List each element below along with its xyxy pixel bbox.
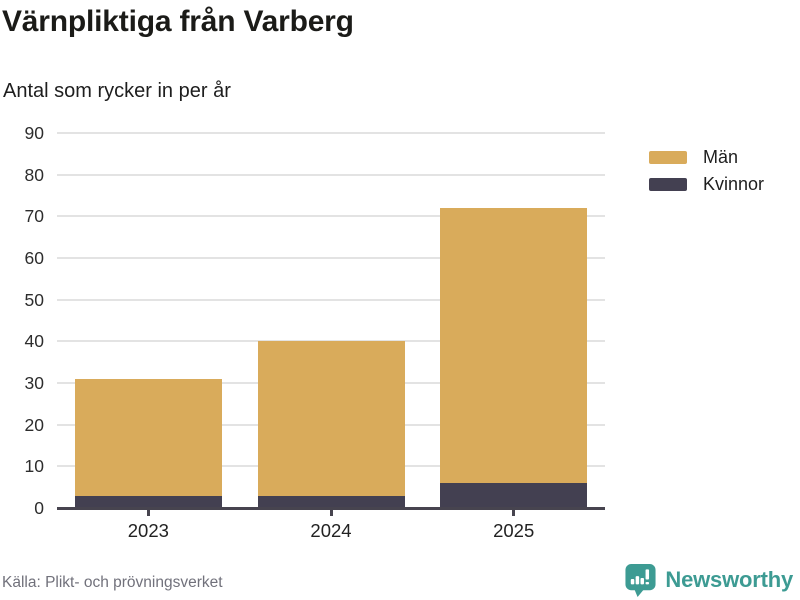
- y-tick-label: 60: [24, 248, 44, 268]
- bar-2024-män: [257, 341, 405, 496]
- bar-2025-män: [440, 208, 588, 483]
- gridline-80: [57, 173, 605, 176]
- y-tick-label: 70: [24, 206, 44, 227]
- legend-swatch: [649, 151, 687, 164]
- legend-label: Män: [703, 147, 739, 167]
- bar-2024-kvinnor: [257, 495, 405, 508]
- x-tick-2024: [329, 509, 333, 516]
- gridline-90: [57, 132, 605, 134]
- x-tick-2023: [146, 509, 150, 516]
- y-tick-label: 50: [24, 289, 44, 310]
- legend-label: Kvinnor: [703, 174, 765, 194]
- y-tick-label: 90: [24, 123, 44, 143]
- x-axis-line: [57, 507, 605, 510]
- gridline-60: [57, 257, 605, 259]
- legend: Män Kvinnor: [649, 148, 764, 194]
- bar-2023-män: [74, 378, 222, 496]
- x-tick-label: 2024: [310, 520, 352, 541]
- y-tick-label: 10: [24, 456, 44, 477]
- chart-title: Värnpliktiga från Varberg: [2, 5, 354, 38]
- plot-area: 0 10 20 30 40 50 60 70 80 90 2023 2024 2025: [25, 123, 605, 541]
- legend-swatch: [649, 178, 687, 191]
- gridline-40: [57, 340, 605, 343]
- bar-2025-kvinnor: [440, 483, 588, 508]
- x-tick-2025: [512, 509, 516, 516]
- source-note: Källa: Plikt- och prövningsverket: [2, 574, 223, 591]
- newsworthy-logo: Newsworthy: [624, 562, 793, 598]
- newsworthy-wordmark: Newsworthy: [665, 567, 793, 592]
- gridline-50: [57, 298, 605, 301]
- y-tick-label: 40: [24, 331, 44, 352]
- newsworthy-icon: [625, 563, 656, 597]
- bar-2023-kvinnor: [74, 495, 222, 508]
- legend-item-kvinnor: Kvinnor: [649, 175, 764, 194]
- chart-subtitle: Antal som rycker in per år: [3, 80, 231, 102]
- gridline-70: [57, 215, 605, 218]
- y-tick-label: 30: [24, 373, 44, 393]
- y-tick-label: 80: [24, 164, 44, 185]
- x-tick-label: 2023: [127, 520, 169, 541]
- y-tick-label: 20: [24, 414, 44, 435]
- y-tick-label: 0: [34, 498, 44, 518]
- x-tick-label: 2025: [493, 520, 535, 541]
- legend-item-män: Män: [649, 148, 764, 167]
